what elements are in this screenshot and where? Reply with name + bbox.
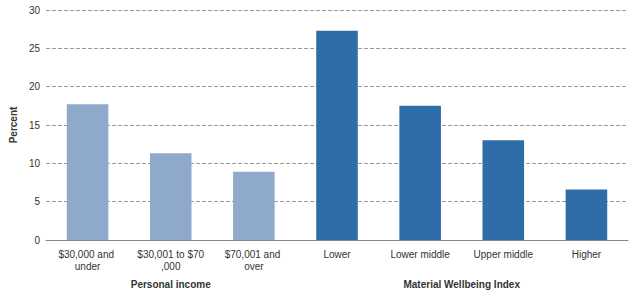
- svg-text:Lower middle: Lower middle: [390, 249, 450, 260]
- svg-text:over: over: [244, 261, 264, 272]
- svg-text:30: 30: [29, 5, 41, 16]
- svg-text:10: 10: [29, 158, 41, 169]
- svg-text:under: under: [75, 261, 101, 272]
- svg-text:$70,001 and: $70,001 and: [225, 249, 283, 260]
- svg-text:Upper middle: Upper middle: [474, 249, 534, 260]
- svg-text:15: 15: [29, 120, 41, 131]
- svg-text:Material Wellbeing Index: Material Wellbeing Index: [403, 279, 520, 290]
- svg-text:$30,001 to $70: $30,001 to $70: [137, 249, 204, 260]
- svg-text:$30,000 and: $30,000 and: [58, 249, 116, 260]
- svg-text:20: 20: [29, 81, 41, 92]
- svg-text:5: 5: [34, 196, 40, 207]
- svg-text:Higher: Higher: [572, 249, 602, 260]
- svg-text:Personal income: Personal income: [131, 279, 211, 290]
- svg-text:Percent: Percent: [8, 106, 19, 143]
- svg-text:Lower: Lower: [323, 249, 351, 260]
- svg-text:0: 0: [34, 235, 40, 246]
- svg-text:,000: ,000: [161, 261, 181, 272]
- svg-text:25: 25: [29, 43, 41, 54]
